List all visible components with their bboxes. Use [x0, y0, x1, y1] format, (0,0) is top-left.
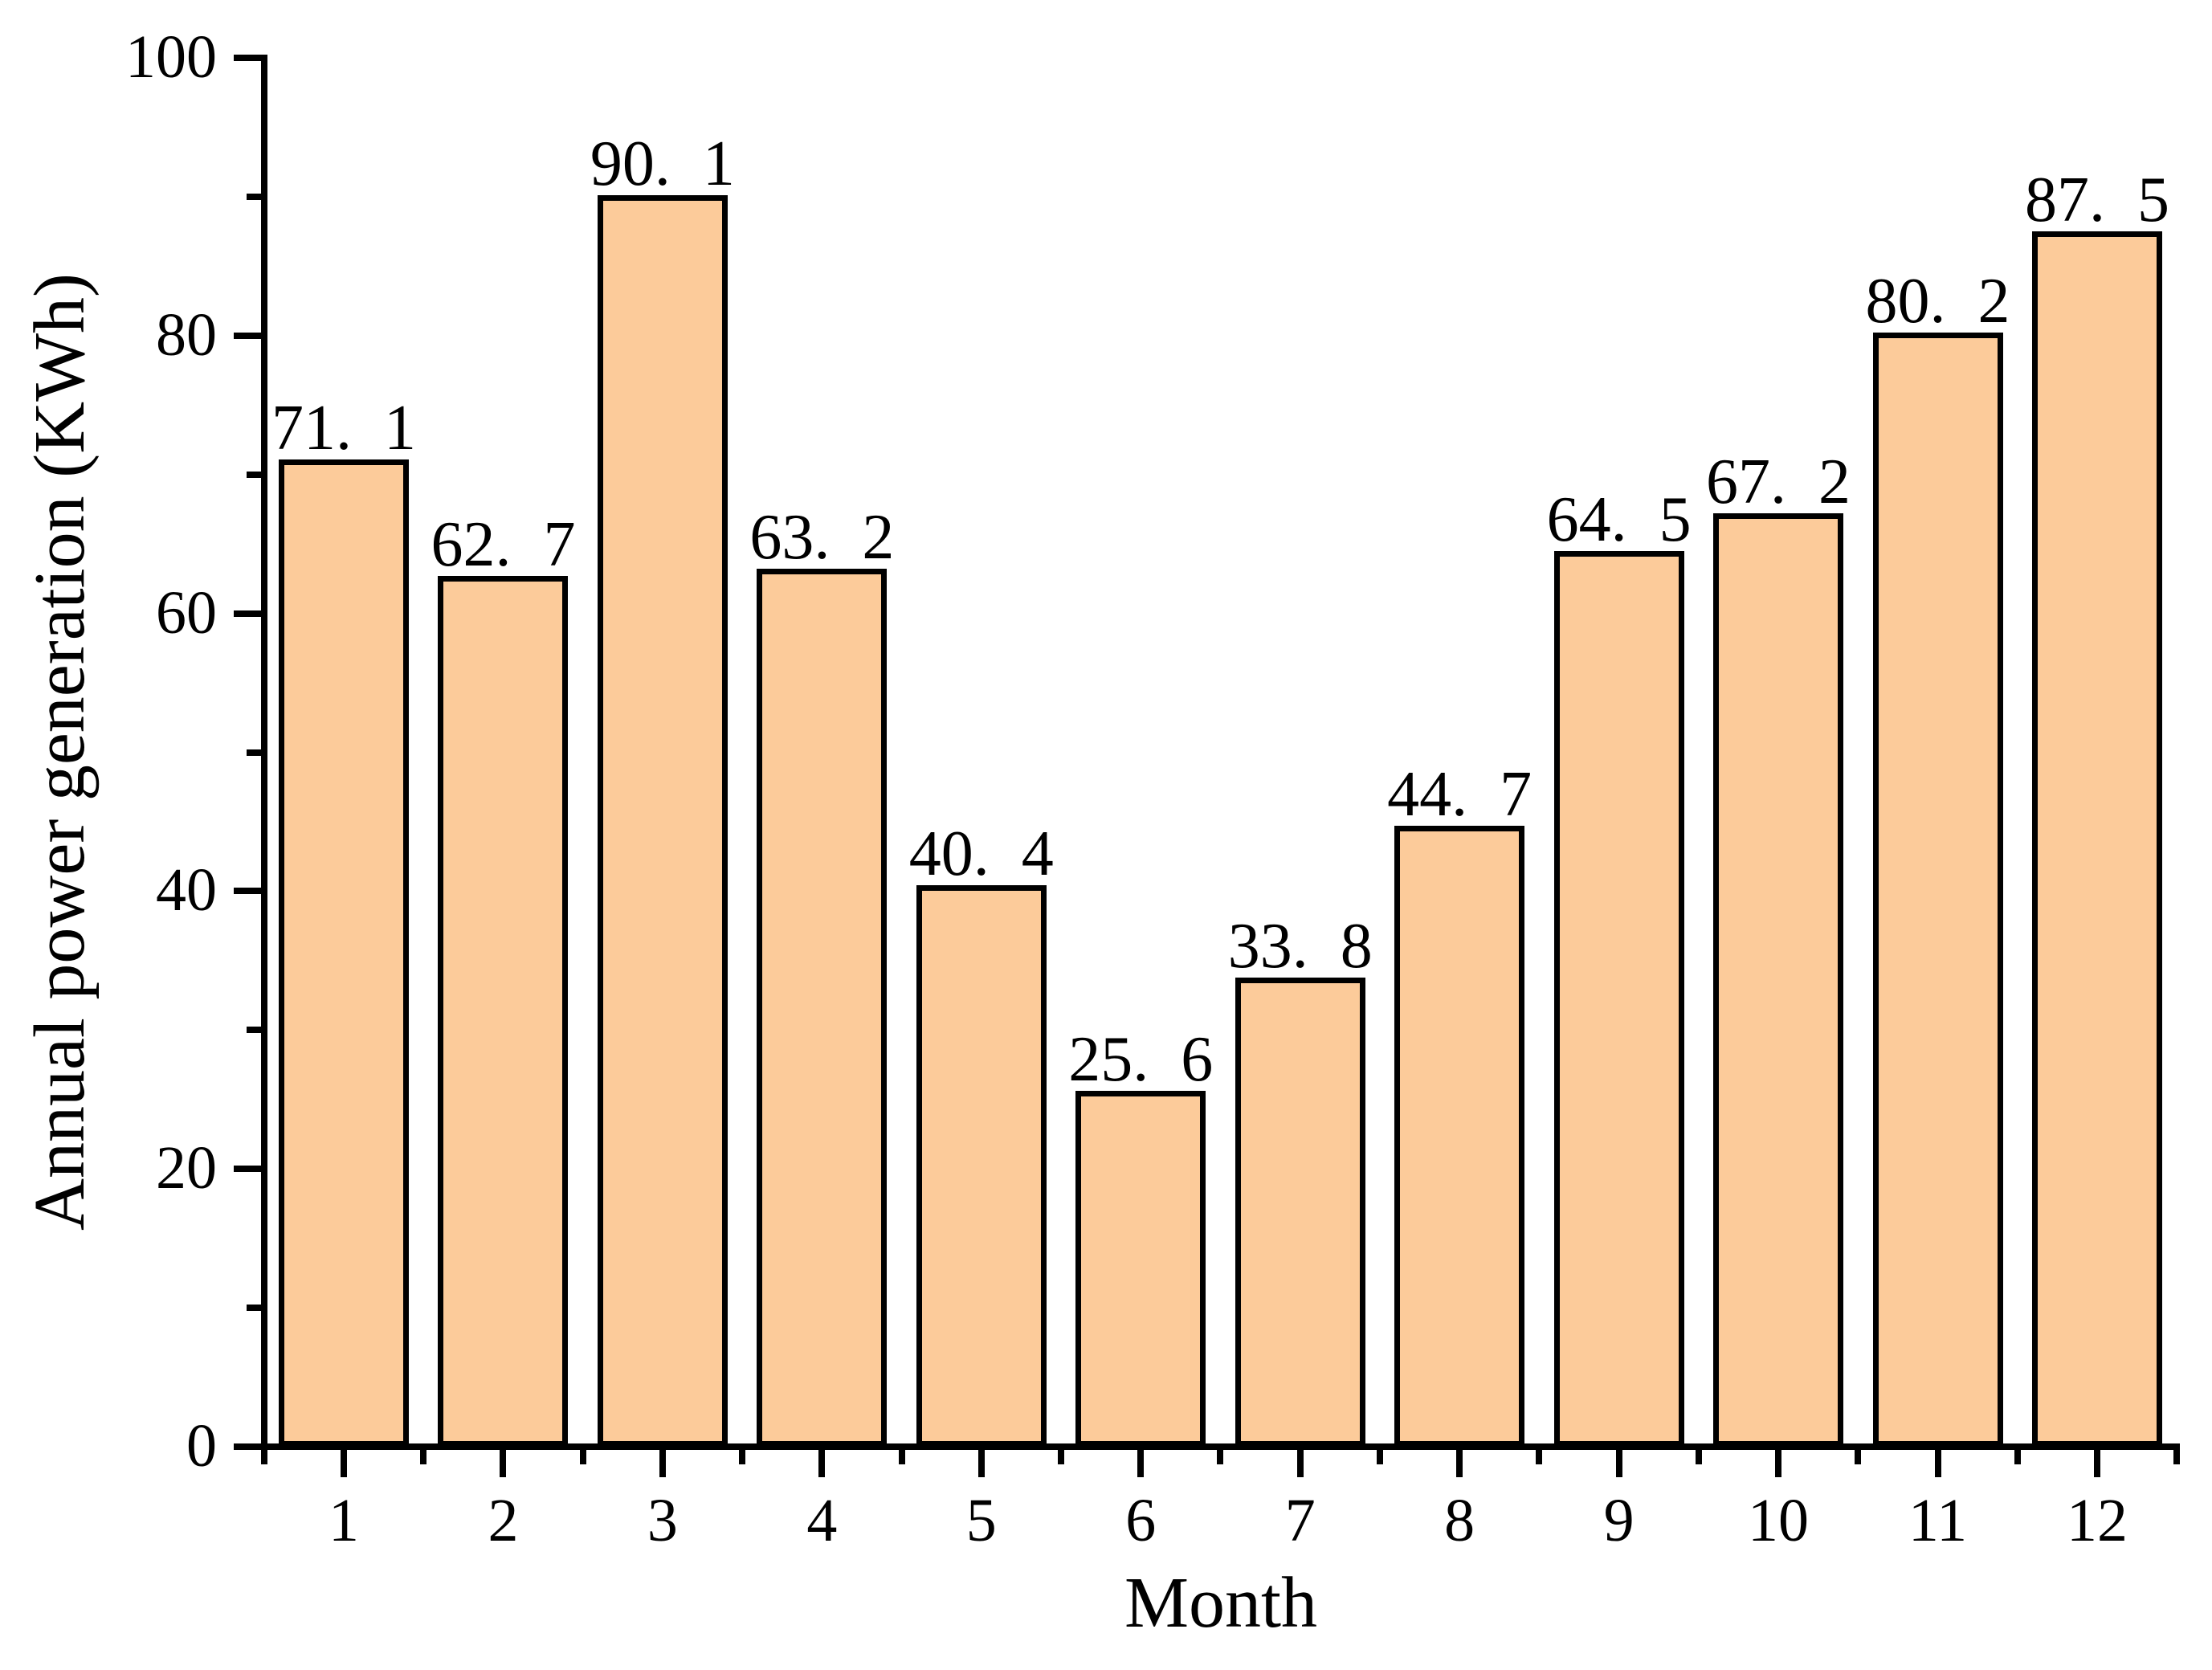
bar-value-label: 87. 5 — [2024, 165, 2169, 236]
x-major-tick — [1137, 1450, 1145, 1477]
y-tick-label: 100 — [125, 23, 217, 91]
bar-month-5 — [916, 885, 1047, 1447]
y-tick-label: 80 — [156, 300, 217, 369]
y-major-tick — [234, 610, 261, 617]
y-axis-line — [261, 55, 267, 1450]
y-major-tick — [234, 888, 261, 895]
x-minor-tick — [2014, 1450, 2021, 1464]
x-tick-label: 1 — [329, 1487, 359, 1554]
x-axis-line — [261, 1443, 2181, 1450]
bar-month-2 — [438, 575, 569, 1447]
bar-month-8 — [1394, 826, 1525, 1447]
y-minor-tick — [247, 193, 261, 200]
bar-value-label: 64. 5 — [1546, 484, 1692, 555]
bar-value-label: 71. 1 — [271, 392, 416, 463]
x-tick-label: 11 — [1908, 1487, 1968, 1554]
x-major-tick — [500, 1450, 507, 1477]
x-major-tick — [818, 1450, 826, 1477]
y-major-tick — [234, 1443, 261, 1450]
x-tick-label: 10 — [1748, 1487, 1810, 1554]
x-minor-tick — [1536, 1450, 1543, 1464]
x-major-tick — [1934, 1450, 1941, 1477]
y-major-tick — [234, 55, 261, 61]
y-major-tick — [234, 1166, 261, 1173]
x-minor-tick — [2173, 1450, 2181, 1464]
bar-value-label: 80. 2 — [1865, 266, 2010, 337]
y-tick-label: 40 — [156, 856, 217, 925]
x-tick-label: 5 — [965, 1487, 997, 1554]
bar-month-4 — [757, 569, 888, 1447]
y-tick-label: 20 — [156, 1134, 217, 1202]
bar-value-label: 33. 8 — [1227, 910, 1373, 982]
x-tick-label: 2 — [488, 1487, 519, 1554]
bar-value-label: 44. 7 — [1387, 759, 1532, 831]
x-tick-label: 12 — [2066, 1487, 2128, 1554]
bar-value-label: 63. 2 — [749, 502, 895, 574]
x-minor-tick — [420, 1450, 427, 1464]
x-tick-label: 9 — [1603, 1487, 1635, 1554]
y-tick-label: 0 — [186, 1412, 217, 1480]
bar-month-9 — [1553, 550, 1684, 1447]
x-minor-tick — [1376, 1450, 1383, 1464]
x-minor-tick — [260, 1450, 267, 1464]
bar-month-1 — [279, 459, 409, 1447]
x-minor-tick — [1695, 1450, 1702, 1464]
bar-month-10 — [1713, 513, 1844, 1447]
x-major-tick — [659, 1450, 666, 1477]
x-tick-label: 4 — [806, 1487, 838, 1554]
x-tick-label: 7 — [1284, 1487, 1316, 1554]
bar-month-7 — [1235, 977, 1365, 1447]
bar-month-12 — [2031, 231, 2162, 1447]
y-minor-tick — [247, 1027, 261, 1034]
bar-value-label: 25. 6 — [1068, 1024, 1214, 1096]
y-axis-title: Annual power generation (KWh) — [20, 272, 100, 1231]
bar-value-label: 40. 4 — [908, 819, 1054, 890]
x-tick-label: 6 — [1125, 1487, 1157, 1554]
y-minor-tick — [247, 471, 261, 478]
bar-value-label: 62. 7 — [431, 508, 576, 580]
x-minor-tick — [898, 1450, 905, 1464]
x-minor-tick — [1058, 1450, 1065, 1464]
x-major-tick — [1456, 1450, 1463, 1477]
bar-month-6 — [1075, 1091, 1206, 1447]
x-tick-label: 8 — [1444, 1487, 1475, 1554]
x-major-tick — [1296, 1450, 1304, 1477]
x-minor-tick — [739, 1450, 746, 1464]
x-minor-tick — [1217, 1450, 1224, 1464]
x-minor-tick — [579, 1450, 586, 1464]
x-tick-label: 3 — [647, 1487, 678, 1554]
x-major-tick — [1615, 1450, 1622, 1477]
x-major-tick — [977, 1450, 985, 1477]
bar-month-3 — [597, 195, 728, 1447]
y-major-tick — [234, 332, 261, 339]
y-minor-tick — [247, 1305, 261, 1312]
x-minor-tick — [1855, 1450, 1862, 1464]
y-tick-label: 60 — [156, 578, 217, 647]
x-major-tick — [1775, 1450, 1782, 1477]
x-major-tick — [341, 1450, 347, 1477]
y-minor-tick — [247, 749, 261, 756]
bar-value-label: 90. 1 — [590, 129, 735, 200]
x-major-tick — [2093, 1450, 2100, 1477]
x-axis-title: Month — [1124, 1563, 1318, 1643]
bar-value-label: 67. 2 — [1706, 447, 1851, 518]
